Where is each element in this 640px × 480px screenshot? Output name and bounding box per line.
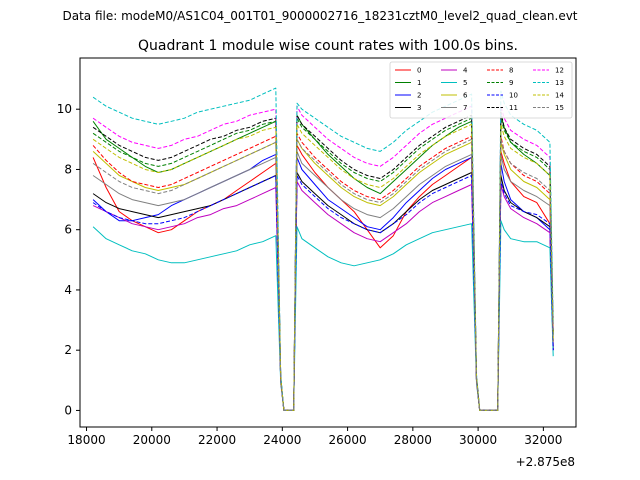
legend-label-15: 15 (555, 104, 564, 112)
y-axis-ticks: 0 2 4 6 8 10 (57, 102, 80, 417)
x-tick-label: 22000 (198, 433, 236, 447)
series-line-6 (92, 138, 554, 411)
legend-label-8: 8 (509, 67, 513, 75)
series-line-14 (92, 123, 554, 411)
series-line-0 (92, 144, 554, 411)
x-tick-label: 24000 (263, 433, 301, 447)
y-tick-label: 6 (64, 223, 72, 237)
x-tick-label: 30000 (459, 433, 497, 447)
legend-label-2: 2 (417, 92, 421, 100)
legend-label-4: 4 (463, 67, 468, 75)
legend-box (389, 61, 573, 119)
x-axis-ticks: 18000 20000 22000 24000 26000 28000 30000 32000 (67, 427, 562, 447)
legend-label-6: 6 (463, 92, 468, 100)
y-tick-label: 2 (64, 343, 72, 357)
series-line-1 (92, 114, 554, 411)
series-line-4 (92, 181, 554, 411)
series-line-7 (92, 150, 554, 411)
plot-frame (79, 57, 577, 428)
series-line-8 (92, 132, 554, 411)
chart-title: Quadrant 1 module wise count rates with … (138, 38, 518, 54)
x-tick-label: 32000 (524, 433, 562, 447)
x-tick-label: 20000 (133, 433, 171, 447)
series-line-2 (92, 153, 554, 411)
plot-lines (92, 87, 554, 411)
suptitle: Data file: modeM0/AS1C04_001T01_90000027… (62, 9, 577, 23)
x-tick-label: 26000 (328, 433, 366, 447)
series-line-12 (92, 105, 554, 411)
series-line-5 (92, 220, 554, 411)
legend-label-7: 7 (463, 104, 467, 112)
legend-label-14: 14 (555, 92, 564, 100)
y-tick-label: 8 (64, 162, 72, 176)
legend-label-10: 10 (509, 92, 518, 100)
legend-label-1: 1 (417, 79, 421, 87)
x-tick-label: 18000 (67, 433, 105, 447)
series-line-13 (92, 87, 554, 411)
legend-label-13: 13 (555, 79, 564, 87)
legend-label-9: 9 (509, 79, 513, 87)
series-line-15 (92, 138, 554, 411)
legend-label-5: 5 (463, 79, 467, 87)
y-tick-label: 10 (57, 102, 72, 116)
y-tick-label: 0 (64, 403, 72, 417)
legend-label-11: 11 (509, 104, 518, 112)
legend-label-0: 0 (417, 67, 421, 75)
series-line-3 (92, 172, 554, 411)
x-tick-label: 28000 (394, 433, 432, 447)
x-offset-label: +2.875e8 (516, 455, 575, 469)
legend-label-12: 12 (555, 67, 564, 75)
y-tick-label: 4 (64, 283, 72, 297)
series-line-9 (92, 117, 554, 411)
legend-label-3: 3 (417, 104, 421, 112)
series-line-11 (92, 111, 554, 411)
